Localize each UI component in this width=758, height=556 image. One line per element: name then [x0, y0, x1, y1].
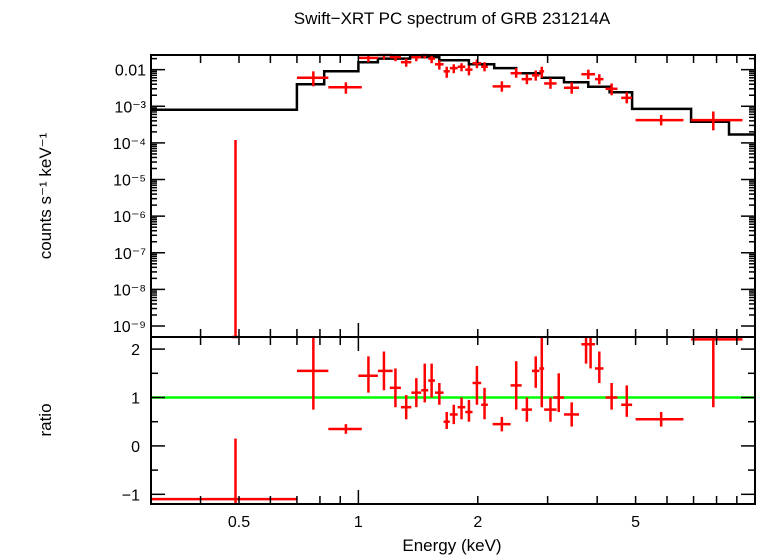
spectrum-data-point	[389, 55, 401, 62]
spectrum-data-point	[434, 60, 444, 70]
upper-y-tick-label: 10⁻⁶	[113, 209, 146, 226]
x-tick-label: 5	[631, 514, 640, 531]
ratio-data-point	[481, 387, 488, 420]
upper-panel-frame	[150, 54, 756, 338]
spectrum-data-point	[411, 55, 422, 62]
upper-data-points	[231, 53, 743, 339]
spectrum-data-point	[564, 82, 580, 94]
spectrum-data-point	[296, 71, 329, 87]
spectrum-data-point	[358, 55, 378, 63]
spectrum-data-point	[532, 70, 540, 81]
spectrum-data-point	[492, 81, 511, 92]
x-tick-label: 2	[473, 514, 482, 531]
upper-y-tick-labels: 0.01 10⁻³ 10⁻⁴ 10⁻⁵ 10⁻⁶ 10⁻⁷ 10⁻⁸ 10⁻⁹	[113, 63, 147, 336]
spectrum-data-point	[691, 111, 743, 131]
ratio-data-point	[621, 385, 633, 417]
upper-y-tick-label: 10⁻⁷	[114, 246, 146, 263]
lower-y-tick-label: 2	[131, 342, 140, 359]
ratio-data-point	[510, 361, 522, 410]
spectrum-data-point	[581, 69, 596, 80]
upper-y-tick-label: 10⁻⁹	[113, 319, 146, 336]
ratio-data-point	[434, 382, 444, 405]
lower-y-tick-label: −1	[122, 487, 140, 504]
ratio-data-point	[465, 399, 473, 422]
spectrum-data-point	[328, 82, 362, 94]
x-tick-labels: 0.5 1 2 5	[228, 514, 640, 531]
spectrum-data-point	[428, 55, 435, 64]
upper-y-axis-label: counts s⁻¹ keV⁻¹	[36, 132, 55, 259]
ratio-data-point	[457, 397, 466, 420]
lower-y-tick-labels: 2 1 0 −1	[122, 342, 140, 504]
spectrum-data-point	[400, 58, 412, 67]
ratio-data-point	[492, 416, 511, 432]
ratio-data-point	[595, 351, 604, 383]
ratio-data-point	[358, 356, 378, 393]
upper-y-tick-label: 0.01	[115, 63, 146, 80]
lower-y-tick-label: 1	[131, 391, 140, 408]
ratio-data-point	[521, 397, 533, 422]
ratio-data-point	[581, 337, 591, 364]
spectrum-data-point	[635, 114, 684, 126]
ratio-data-point	[588, 337, 596, 369]
axis-ticks	[150, 55, 756, 504]
upper-y-tick-label: 10⁻⁸	[113, 282, 146, 299]
chart-title: Swift−XRT PC spectrum of GRB 231214A	[294, 9, 611, 28]
spectrum-data-point	[595, 74, 604, 85]
ratio-data-point	[635, 412, 684, 427]
x-axis-label: Energy (keV)	[402, 536, 501, 555]
lower-y-tick-label: 0	[131, 439, 140, 456]
ratio-data-point	[553, 373, 565, 413]
ratio-data-point	[443, 412, 450, 429]
ratio-data-point	[605, 382, 618, 410]
spectrum-data-point	[521, 74, 533, 85]
upper-y-tick-label: 10⁻³	[114, 99, 146, 116]
spectrum-data-point	[539, 66, 545, 78]
ratio-data-point	[296, 337, 329, 410]
spectrum-data-point	[465, 65, 473, 76]
upper-y-tick-label: 10⁻⁴	[113, 136, 146, 153]
spectrum-data-point	[481, 62, 488, 72]
ratio-data-point	[428, 363, 435, 398]
spectrum-data-point	[621, 92, 633, 104]
ratio-data-point	[400, 395, 412, 420]
ratio-data-point	[377, 351, 393, 391]
spectrum-data-point	[443, 66, 450, 78]
ratio-data-point	[449, 404, 458, 425]
lower-y-axis-label: ratio	[36, 403, 55, 436]
ratio-data-point	[151, 438, 297, 504]
spectrum-data-point	[457, 63, 466, 72]
spectrum-data-point	[231, 139, 239, 339]
lower-panel-frame	[150, 336, 756, 505]
spectrum-data-point	[544, 78, 557, 89]
ratio-data-point	[539, 337, 545, 408]
x-tick-label: 0.5	[228, 514, 250, 531]
ratio-data-point	[532, 356, 540, 388]
spectrum-data-point	[449, 64, 458, 74]
ratio-data-point	[472, 366, 482, 405]
ratio-data-point	[544, 397, 557, 422]
ratio-data-point	[421, 363, 429, 403]
x-tick-label: 1	[354, 514, 363, 531]
ratio-data-point	[328, 424, 362, 434]
ratio-data-point	[411, 378, 422, 408]
spectrum-data-point	[472, 59, 482, 69]
ratio-data-points	[151, 337, 743, 504]
spectrum-data-point	[605, 83, 618, 96]
spectrum-data-point	[510, 68, 522, 78]
ratio-data-point	[389, 368, 401, 408]
upper-y-tick-label: 10⁻⁵	[113, 173, 146, 190]
ratio-data-point	[564, 402, 580, 427]
